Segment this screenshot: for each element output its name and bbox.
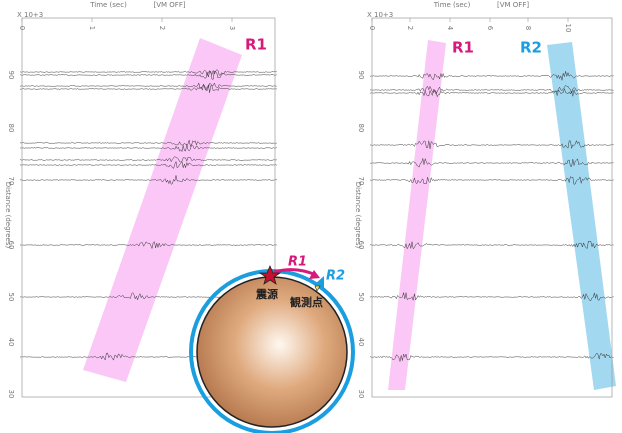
r1-band (388, 40, 446, 390)
x-tick-label: 6 (486, 26, 494, 31)
y-tick-label: 60 (357, 241, 365, 250)
wave-label: R2 (520, 39, 542, 57)
trace (19, 143, 277, 153)
trace (369, 352, 614, 362)
multiplier: X 10+3 (367, 11, 393, 19)
station-label: 観測点 (290, 295, 323, 309)
trace (19, 160, 277, 169)
y-tick-label: 40 (7, 338, 15, 347)
x-tick-label: 4 (446, 26, 454, 31)
trace (19, 241, 277, 250)
plot-frame (371, 17, 613, 398)
x-tick-label: 2 (406, 26, 414, 30)
y-tick-label: 30 (7, 390, 15, 399)
trace (369, 87, 614, 98)
trace (19, 82, 277, 91)
trace (369, 176, 614, 185)
x-tick-label: 3 (228, 26, 236, 30)
y-tick-label: 50 (357, 293, 365, 302)
y-axis-title: Distance (degrees) (354, 182, 362, 249)
arrow (309, 270, 320, 279)
x-tick-label: 8 (524, 26, 532, 30)
y-tick-label: 30 (357, 390, 365, 399)
trace (369, 292, 614, 302)
x-tick-label: 0 (368, 26, 376, 30)
y-tick-label: 90 (7, 71, 15, 80)
trace (19, 139, 277, 147)
bands (83, 38, 616, 390)
y-tick-label: 80 (357, 124, 365, 133)
mode-label: [VM OFF] (497, 1, 529, 9)
trace (19, 175, 277, 185)
axes: Time (sec) [VM OFF]X 10+30 1 2 3908070605040… (4, 1, 613, 399)
trace (19, 70, 277, 80)
r2-label: R2 (326, 269, 345, 284)
multiplier: X 10+3 (17, 11, 43, 19)
trace (369, 139, 614, 149)
x-axis-title: Time (sec) (433, 1, 471, 9)
x-tick-label: 2 (158, 26, 166, 30)
trace (369, 240, 614, 250)
wave-label: R1 (452, 39, 474, 57)
y-tick-label: 70 (357, 177, 365, 186)
wave-label: R1 (245, 36, 267, 54)
source-star (258, 264, 282, 285)
y-tick-label: 50 (7, 293, 15, 302)
r2-band (547, 42, 616, 390)
y-tick-label: 90 (357, 71, 365, 80)
trace (19, 83, 277, 93)
x-tick-label: 1 (88, 26, 96, 30)
x-axis-title: Time (sec) (89, 1, 127, 9)
y-axis-title: Distance (degrees) (4, 182, 12, 249)
trace (370, 71, 614, 81)
x-tick-label: 10 (564, 24, 572, 33)
trace (19, 69, 277, 77)
inset: R1 R2 震源 観測点 (189, 255, 355, 433)
y-tick-label: 70 (7, 177, 15, 186)
r1-band (83, 38, 242, 382)
y-tick-label: 60 (7, 241, 15, 250)
mode-label: [VM OFF] (154, 1, 186, 9)
plot-frame (21, 17, 276, 398)
arrow (315, 276, 324, 288)
trace (369, 85, 614, 95)
y-tick-label: 80 (7, 124, 15, 133)
station-marker (314, 285, 321, 292)
y-tick-label: 40 (357, 338, 365, 347)
x-tick-label: 0 (18, 26, 26, 30)
source-label: 震源 (255, 287, 278, 301)
trace (19, 156, 277, 163)
r1-label: R1 (288, 255, 307, 270)
trace (369, 157, 614, 168)
